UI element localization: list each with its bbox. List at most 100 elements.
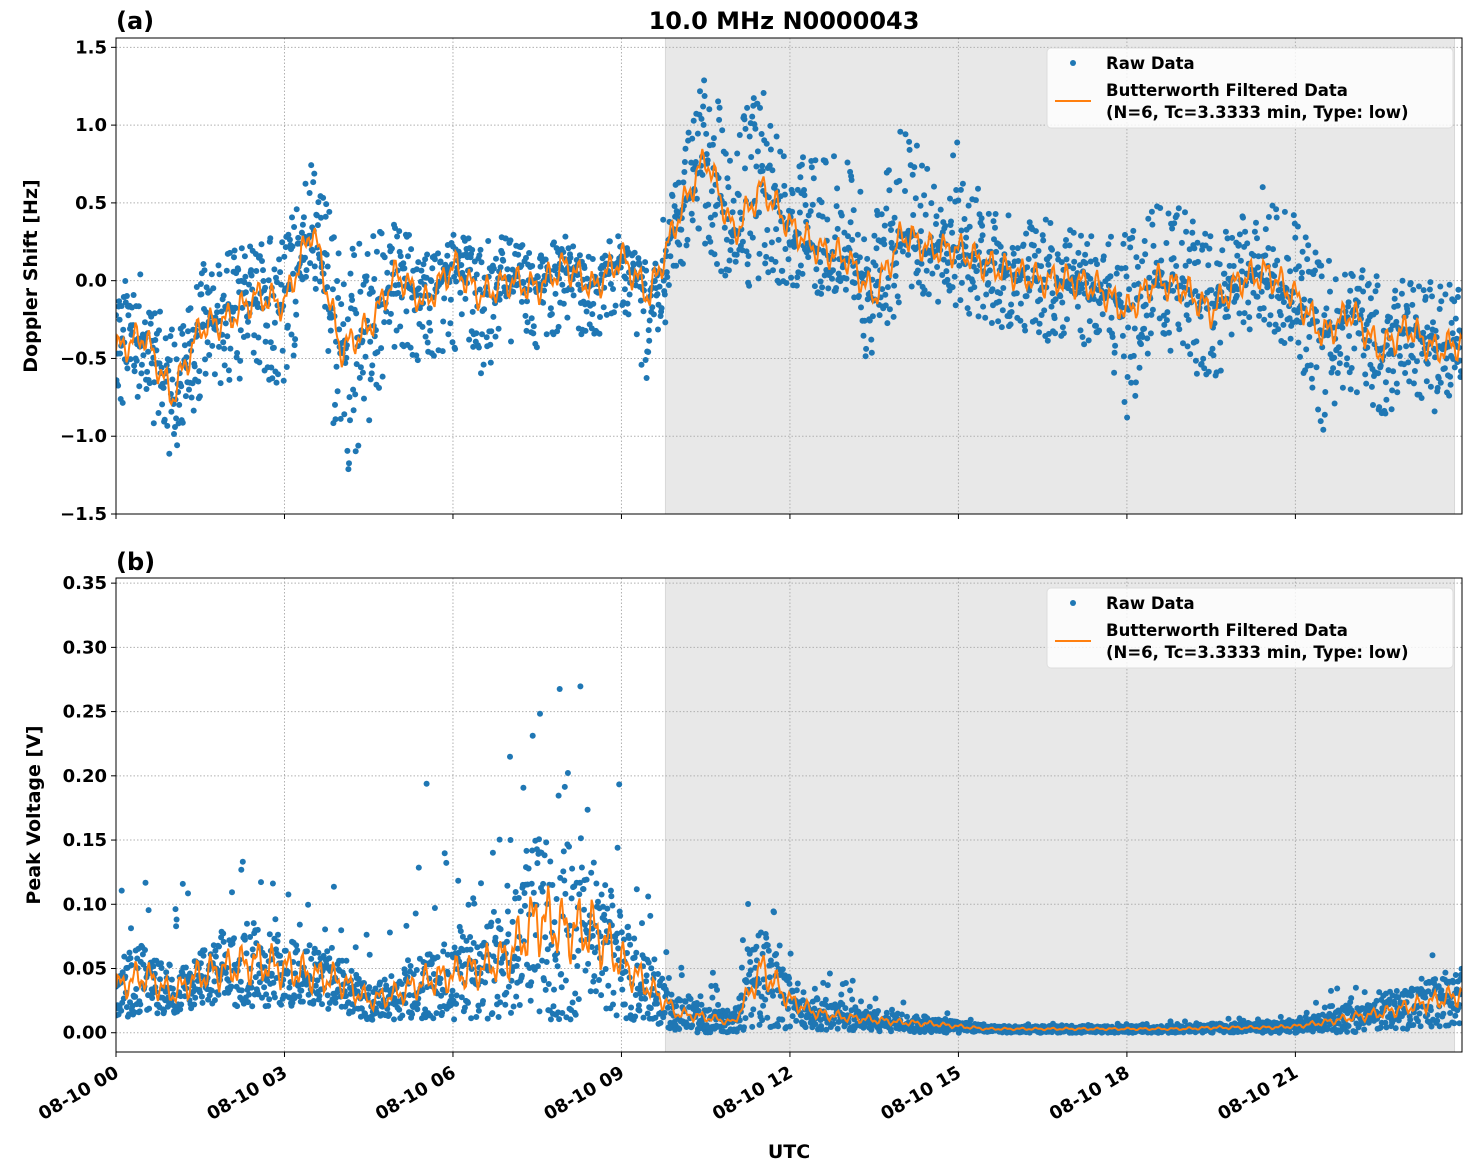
raw-point — [834, 225, 841, 232]
raw-point — [642, 995, 649, 1002]
raw-point — [738, 964, 745, 971]
raw-point — [566, 843, 572, 850]
raw-point — [1163, 317, 1170, 324]
raw-point — [737, 209, 744, 216]
raw-point — [684, 236, 691, 243]
raw-point — [1142, 251, 1149, 258]
raw-point — [1041, 307, 1048, 314]
raw-point — [1139, 258, 1146, 265]
raw-point — [1242, 228, 1249, 235]
raw-point — [1406, 378, 1413, 385]
raw-point — [154, 1010, 161, 1017]
raw-point — [1173, 212, 1180, 219]
raw-point — [1124, 374, 1131, 380]
raw-point — [726, 257, 733, 264]
raw-point — [547, 305, 554, 312]
raw-point — [1306, 334, 1313, 340]
raw-point — [560, 848, 567, 855]
raw-point — [473, 330, 480, 337]
raw-point — [482, 979, 489, 986]
raw-point — [1314, 318, 1320, 325]
raw-point — [1259, 184, 1266, 191]
raw-point — [182, 964, 189, 971]
raw-point — [458, 311, 465, 318]
raw-point — [1304, 256, 1311, 263]
raw-point — [335, 295, 342, 301]
raw-point — [459, 933, 466, 940]
raw-point — [1406, 326, 1413, 333]
raw-point — [267, 235, 274, 242]
raw-point — [408, 246, 415, 253]
raw-point — [214, 302, 221, 309]
raw-point — [742, 165, 748, 172]
raw-point — [1074, 303, 1081, 310]
raw-point — [978, 215, 985, 222]
raw-point — [1032, 317, 1039, 324]
raw-point — [1240, 214, 1246, 221]
raw-point — [518, 298, 525, 305]
raw-point — [1143, 312, 1150, 319]
raw-point — [568, 895, 575, 902]
raw-point — [453, 1000, 460, 1007]
y-tick-label: 0.25 — [63, 702, 107, 723]
raw-point — [1416, 283, 1422, 290]
raw-point — [1167, 347, 1174, 354]
raw-point — [569, 999, 576, 1006]
raw-point — [384, 269, 391, 276]
raw-point — [715, 98, 722, 105]
raw-point — [1294, 309, 1301, 316]
raw-point — [657, 1019, 664, 1026]
raw-point — [897, 128, 904, 135]
raw-point — [703, 130, 710, 137]
raw-point — [746, 282, 753, 289]
raw-point — [430, 971, 437, 977]
raw-point — [519, 242, 526, 249]
raw-point — [468, 1015, 475, 1022]
raw-point — [735, 192, 742, 198]
raw-point — [276, 256, 283, 263]
raw-point — [610, 286, 616, 292]
raw-point — [388, 973, 395, 980]
raw-point — [1352, 319, 1359, 326]
raw-point — [647, 1005, 654, 1012]
raw-point — [625, 311, 632, 318]
raw-point — [639, 920, 645, 927]
raw-point — [882, 291, 889, 298]
raw-point — [588, 869, 595, 876]
raw-point — [259, 994, 265, 1001]
raw-point — [700, 103, 707, 110]
raw-point — [418, 267, 425, 274]
raw-point — [707, 238, 714, 245]
raw-point — [695, 225, 702, 232]
raw-point — [198, 291, 205, 298]
raw-point — [973, 267, 980, 274]
raw-point — [234, 350, 241, 356]
raw-point — [310, 179, 317, 186]
raw-point — [645, 349, 652, 355]
raw-point — [558, 971, 565, 977]
raw-point — [255, 334, 262, 341]
raw-point — [187, 305, 194, 312]
raw-point — [773, 133, 780, 140]
raw-point — [172, 906, 179, 913]
raw-point — [1331, 400, 1338, 407]
raw-point — [361, 395, 367, 402]
raw-point — [880, 236, 887, 243]
raw-point — [1368, 383, 1375, 390]
raw-point — [673, 262, 680, 269]
raw-point — [976, 249, 982, 256]
raw-point — [338, 927, 345, 934]
raw-point — [197, 281, 204, 287]
raw-point — [709, 994, 716, 1001]
raw-point — [1144, 350, 1151, 357]
raw-point — [1063, 256, 1070, 263]
raw-point — [162, 335, 169, 342]
raw-point — [1359, 267, 1366, 274]
raw-point — [1120, 240, 1127, 247]
raw-point — [553, 265, 559, 272]
raw-point — [540, 299, 547, 306]
raw-point — [970, 263, 977, 270]
raw-point — [489, 849, 496, 856]
raw-point — [311, 263, 318, 270]
